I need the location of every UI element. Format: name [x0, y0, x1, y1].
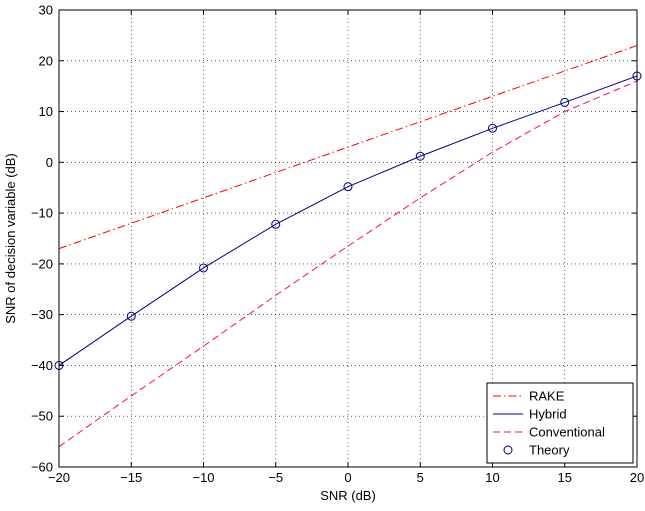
x-tick-label: 5 [417, 470, 424, 485]
y-tick-label: −60 [31, 460, 53, 475]
y-tick-label: 10 [39, 104, 53, 119]
legend-label-hybrid: Hybrid [529, 407, 567, 422]
y-tick-label: −30 [31, 307, 53, 322]
hybrid-line [58, 75, 638, 366]
ticks: −20 −15 −10 −5 0 5 10 15 20−60−50−40−30−20−10010… [31, 3, 644, 486]
grid [59, 10, 637, 467]
y-tick-label: 0 [46, 155, 53, 170]
y-tick-label: 30 [39, 3, 53, 18]
x-tick-label: −5 [268, 470, 283, 485]
theory-point [560, 97, 570, 107]
legend-label-theory: Theory [529, 443, 570, 458]
x-tick-label: 0 [344, 470, 351, 485]
rake-line [58, 45, 638, 250]
theory-point [488, 123, 497, 133]
theory-point [343, 182, 353, 192]
y-tick-label: 20 [39, 53, 53, 68]
theory-point [126, 311, 136, 321]
theory-point [415, 151, 425, 161]
legend-label-rake: RAKE [529, 389, 565, 404]
legend: RAKE Hybrid Conventional Theory [486, 382, 634, 464]
y-tick-label: −50 [31, 409, 53, 424]
x-tick-label: 10 [485, 470, 499, 485]
x-tick-label: −20 [48, 470, 70, 485]
x-tick-label: −15 [120, 470, 142, 485]
theory-point [271, 219, 281, 229]
x-tick-label: 15 [558, 470, 572, 485]
y-tick-label: −10 [31, 206, 53, 221]
legend-label-conventional: Conventional [529, 425, 605, 440]
x-axis-label: SNR (dB) [320, 488, 376, 503]
y-axis-label: SNR of decision variable (dB) [3, 153, 18, 324]
y-tick-label: −20 [31, 256, 53, 271]
x-tick-label: −10 [192, 470, 214, 485]
theory-point [199, 263, 208, 273]
y-tick-label: −40 [31, 358, 53, 373]
legend-marker-theory [503, 445, 513, 455]
x-tick-label: 20 [630, 470, 644, 485]
